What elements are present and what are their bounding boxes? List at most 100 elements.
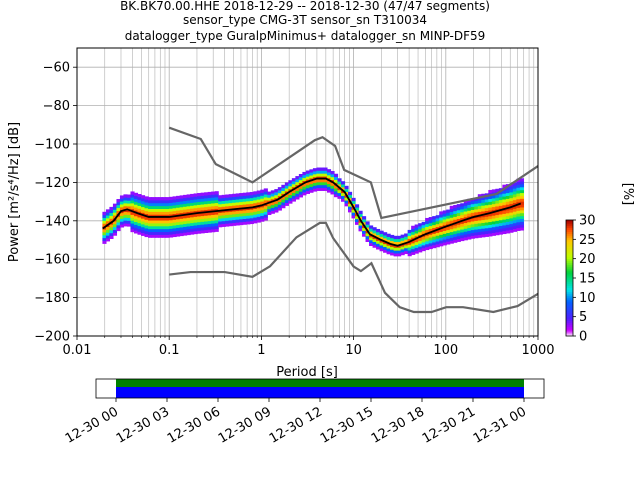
psd-cell (498, 219, 503, 224)
psd-cell (274, 191, 279, 196)
psd-cell (148, 217, 153, 221)
psd-cell (498, 231, 503, 235)
psd-cell (151, 208, 156, 212)
colorbar-segment (566, 268, 573, 271)
psd-cell (519, 215, 525, 219)
time-tick-label: 12-30 00 (63, 404, 121, 446)
psd-cell (151, 231, 156, 235)
psd-cell (130, 200, 135, 204)
psd-cell (390, 234, 395, 239)
psd-cell (453, 204, 458, 209)
psd-cell (484, 201, 489, 206)
psd-cell (425, 246, 430, 251)
psd-cell (337, 178, 342, 182)
plot-frame (76, 47, 539, 337)
psd-cell (249, 215, 254, 219)
psd-cell (488, 224, 493, 228)
psd-cell (505, 186, 510, 191)
psd-cell (246, 198, 251, 202)
psd-cell (116, 204, 121, 209)
psd-cell (512, 185, 518, 189)
psd-cell (425, 241, 430, 245)
psd-cell (442, 227, 447, 231)
psd-cell (200, 207, 205, 211)
psd-cell (519, 209, 525, 214)
psd-cell (200, 201, 205, 205)
psd-cell (105, 235, 111, 239)
psd-cell (484, 222, 489, 226)
psd-cell (242, 195, 247, 199)
psd-cell (172, 228, 177, 232)
psd-cell (509, 220, 514, 225)
psd-cell (414, 247, 419, 251)
psd-cell (418, 243, 423, 247)
psd-cell (519, 224, 525, 228)
psd-cell (151, 211, 156, 215)
psd-cell (453, 233, 458, 238)
psd-cell (140, 212, 146, 216)
psd-cell (214, 194, 219, 198)
psd-cell (123, 217, 128, 221)
psd-cell (421, 244, 426, 249)
psd-cell (165, 225, 170, 230)
psd-cell (246, 200, 251, 205)
psd-cell (449, 217, 454, 221)
psd-cell (481, 231, 486, 235)
psd-cell (155, 202, 160, 207)
psd-cell (109, 206, 114, 211)
psd-cell (316, 187, 321, 191)
psd-cell (249, 217, 254, 222)
psd-cell (239, 193, 244, 197)
psd-cell (193, 207, 198, 212)
psd-cell (119, 212, 125, 216)
time-tick-label: 12-30 15 (318, 404, 376, 446)
psd-cell (404, 239, 409, 243)
psd-cell (453, 216, 458, 220)
psd-cell (148, 199, 153, 204)
psd-cell (148, 208, 153, 212)
psd-cell (260, 212, 265, 216)
psd-cell (207, 209, 212, 213)
psd-cell (421, 221, 426, 226)
psd-cell (435, 235, 440, 239)
psd-cell (112, 206, 118, 210)
psd-cell (481, 202, 486, 206)
colorbar-segment (566, 262, 573, 265)
psd-cell (411, 240, 416, 244)
colorbar-segment (566, 287, 573, 290)
psd-cell (411, 237, 416, 241)
psd-cell (477, 197, 482, 201)
psd-cell (158, 234, 163, 238)
psd-cell (502, 190, 507, 194)
psd-cell (442, 242, 447, 246)
psd-cell (165, 199, 170, 204)
colorbar-tick-label: 25 (579, 233, 596, 248)
x-axis-ticks: 0.01 0.1 1 10 100 1000 (63, 336, 555, 358)
psd-cell (372, 230, 377, 234)
psd-cell (112, 220, 118, 225)
psd-cell (172, 204, 177, 209)
psd-cell (456, 204, 461, 208)
psd-cell (200, 230, 205, 234)
psd-cell (155, 228, 160, 233)
psd-cell (470, 209, 475, 213)
psd-cell (288, 180, 293, 184)
psd-cell (376, 246, 381, 250)
psd-cell (435, 218, 440, 222)
psd-cell (312, 179, 318, 183)
psd-cell (333, 188, 339, 192)
psd-cell (498, 222, 503, 227)
psd-cell (305, 170, 311, 174)
psd-cell (137, 202, 142, 206)
psd-cell (502, 222, 507, 226)
psd-cell (165, 214, 170, 218)
psd-cell (165, 211, 170, 215)
psd-cell (491, 223, 496, 228)
psd-cell (512, 222, 518, 227)
psd-cell (481, 228, 486, 232)
mode-line-path (102, 177, 522, 247)
psd-cell (488, 189, 493, 194)
psd-cell (186, 226, 191, 230)
psd-cell (221, 223, 226, 227)
